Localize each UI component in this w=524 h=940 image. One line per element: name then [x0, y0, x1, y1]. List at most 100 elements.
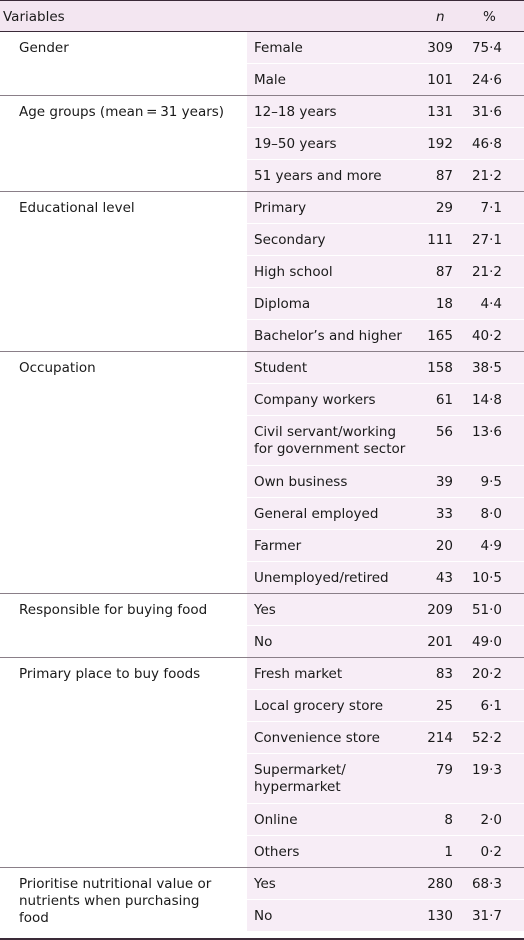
category-cell: Diploma [254, 296, 311, 312]
percent-cell: 68·3 [471, 876, 502, 892]
table-row: No 130 31·7 [247, 899, 524, 931]
header-n: n [436, 9, 445, 25]
percent-cell: 51·0 [471, 602, 502, 618]
category-cell: 51 years and more [254, 168, 382, 184]
table-row: Supermarket/ hypermarket 79 19·3 [247, 753, 524, 803]
category-cell: 12–18 years [254, 104, 337, 120]
table-row: Convenience store 214 52·2 [247, 721, 524, 753]
table-row: Farmer 20 4·9 [247, 529, 524, 561]
category-cell: Convenience store [254, 730, 380, 746]
n-cell: 1 [444, 844, 453, 860]
category-cell: Fresh market [254, 666, 343, 682]
group-label: Prioritise nutritional value or nutrient… [19, 876, 212, 926]
n-cell: 8 [444, 812, 453, 828]
percent-cell: 21·2 [471, 168, 502, 184]
category-cell: Farmer [254, 538, 302, 554]
n-cell: 192 [427, 136, 453, 152]
table-row: No 201 49·0 [247, 625, 524, 657]
n-cell: 201 [427, 634, 453, 650]
table-row: Unemployed/retired 43 10·5 [247, 561, 524, 593]
table-group: Gender Female 309 75·4 Male 101 24·6 [0, 32, 524, 96]
percent-cell: 31·6 [471, 104, 502, 120]
category-cell: General employed [254, 506, 379, 522]
n-cell: 165 [427, 328, 453, 344]
category-cell: Yes [254, 602, 276, 618]
table-row: Diploma 18 4·4 [247, 287, 524, 319]
category-cell: Primary [254, 200, 307, 216]
percent-cell: 75·4 [471, 40, 502, 56]
n-cell: 39 [435, 474, 453, 490]
percent-cell: 52·2 [471, 730, 502, 746]
table-group: Prioritise nutritional value or nutrient… [0, 868, 524, 940]
n-cell: 101 [427, 72, 453, 88]
table-group: Primary place to buy foods Fresh market 83… [0, 658, 524, 868]
percent-cell: 10·5 [471, 570, 502, 586]
category-cell: Student [254, 360, 308, 376]
n-cell: 130 [427, 908, 453, 924]
group-label: Responsible for buying food [19, 602, 208, 618]
category-cell: Female [254, 40, 303, 56]
percent-cell: 24·6 [471, 72, 502, 88]
group-label: Gender [19, 40, 69, 56]
category-cell: No [254, 908, 273, 924]
percent-cell: 13·6 [471, 424, 502, 440]
percent-cell: 20·2 [471, 666, 502, 682]
n-cell: 18 [435, 296, 453, 312]
header-percent: % [483, 9, 496, 25]
n-cell: 25 [435, 698, 453, 714]
table-row: Bachelor’s and higher 165 40·2 [247, 319, 524, 351]
percent-cell: 38·5 [471, 360, 502, 376]
category-cell: Own business [254, 474, 348, 490]
n-cell: 83 [435, 666, 453, 682]
percent-cell: 31·7 [471, 908, 502, 924]
percent-cell: 8·0 [480, 506, 502, 522]
table-header: Variables n % [0, 0, 524, 32]
percent-cell: 46·8 [471, 136, 502, 152]
percent-cell: 40·2 [471, 328, 502, 344]
percent-cell: 6·1 [480, 698, 502, 714]
category-cell: Supermarket/ hypermarket [254, 762, 346, 795]
table-row: Online 8 2·0 [247, 803, 524, 835]
table-group: Responsible for buying food Yes 209 51·0 No 2… [0, 594, 524, 658]
group-label: Age groups (mean = 31 years) [19, 104, 225, 120]
table-group: Age groups (mean = 31 years) 12–18 years 1… [0, 96, 524, 192]
category-cell: Yes [254, 876, 276, 892]
n-cell: 87 [435, 264, 453, 280]
percent-cell: 49·0 [471, 634, 502, 650]
table-row: 51 years and more 87 21·2 [247, 159, 524, 191]
category-cell: Online [254, 812, 298, 828]
category-cell: Male [254, 72, 286, 88]
n-cell: 33 [435, 506, 453, 522]
table-row: Male 101 24·6 [247, 63, 524, 95]
table-row: Yes 280 68·3 [247, 868, 524, 899]
percent-cell: 4·9 [480, 538, 502, 554]
percent-cell: 0·2 [480, 844, 502, 860]
table-row: Yes 209 51·0 [247, 594, 524, 625]
category-cell: Civil servant/working for government sec… [254, 424, 406, 457]
percent-cell: 4·4 [480, 296, 502, 312]
category-cell: No [254, 634, 273, 650]
table-body: Gender Female 309 75·4 Male 101 24·6 Age groups… [0, 32, 524, 940]
percent-cell: 21·2 [471, 264, 502, 280]
table-row: Local grocery store 25 6·1 [247, 689, 524, 721]
table-row: High school 87 21·2 [247, 255, 524, 287]
category-cell: Bachelor’s and higher [254, 328, 402, 344]
group-label: Educational level [19, 200, 135, 216]
n-cell: 111 [427, 232, 453, 248]
table-row: General employed 33 8·0 [247, 497, 524, 529]
table-group: Occupation Student 158 38·5 Company workers 6… [0, 352, 524, 594]
n-cell: 43 [435, 570, 453, 586]
category-cell: Company workers [254, 392, 376, 408]
n-cell: 29 [435, 200, 453, 216]
category-cell: Local grocery store [254, 698, 384, 714]
n-cell: 158 [427, 360, 453, 376]
n-cell: 209 [427, 602, 453, 618]
n-cell: 20 [435, 538, 453, 554]
percent-cell: 19·3 [471, 762, 502, 778]
category-cell: Secondary [254, 232, 326, 248]
header-variables: Variables [3, 9, 65, 25]
category-cell: Others [254, 844, 300, 860]
percent-cell: 27·1 [471, 232, 502, 248]
table-row: 12–18 years 131 31·6 [247, 96, 524, 127]
